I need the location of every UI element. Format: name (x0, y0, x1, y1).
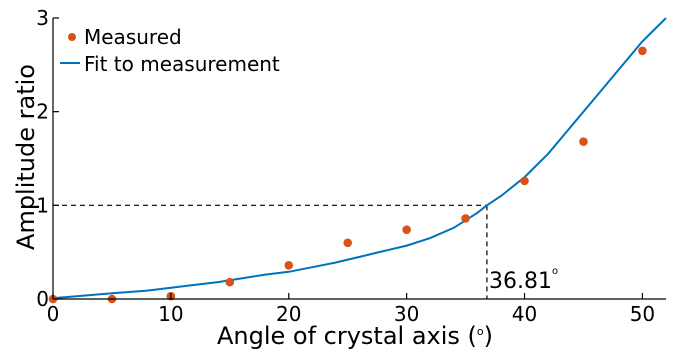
y-tick-label: 1 (36, 193, 49, 217)
plot-content (48, 17, 667, 304)
x-axis-title: Angle of crystal axis (o) (217, 322, 493, 350)
ticks: 0 10 20 30 40 50 0 1 2 3 (36, 6, 655, 326)
y-tick-label: 3 (36, 6, 49, 30)
measured-point (461, 214, 470, 223)
legend-measured-label: Measured (84, 25, 182, 49)
y-tick-label: 2 (36, 100, 49, 124)
measured-point (579, 137, 588, 146)
measured-point (520, 176, 529, 186)
x-tick-label: 0 (47, 302, 60, 326)
x-tick-label: 40 (512, 302, 537, 326)
x-tick-label: 20 (276, 302, 301, 326)
measured-point (284, 260, 294, 270)
measured-point (402, 225, 411, 234)
y-tick-label: 0 (36, 287, 49, 311)
legend-fit-label: Fit to measurement (84, 52, 280, 76)
measured-point (343, 238, 353, 248)
measured-point (638, 46, 647, 56)
y-axis-title: Amplitude ratio (12, 64, 40, 250)
legend-measured-marker (68, 33, 76, 41)
fit-line (52, 17, 667, 300)
axes (52, 18, 666, 300)
measured-point (225, 277, 235, 287)
x-tick-label: 30 (394, 302, 419, 326)
legend: Measured Fit to measurement (60, 25, 280, 76)
x-tick-label: 50 (630, 302, 655, 326)
x-tick-label: 10 (158, 302, 183, 326)
threshold-angle-label: 36.81o (489, 266, 558, 294)
